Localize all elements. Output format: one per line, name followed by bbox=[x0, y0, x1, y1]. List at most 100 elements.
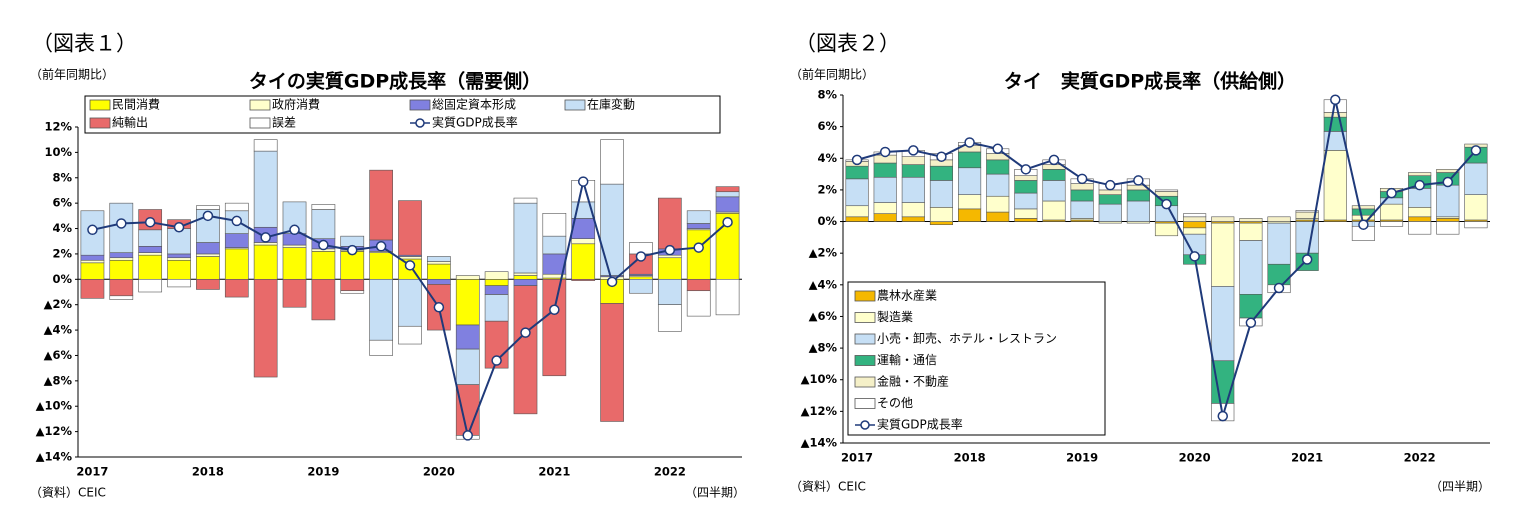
y-tick-label: 6% bbox=[817, 119, 837, 133]
bar-segment bbox=[455, 279, 480, 326]
legend-swatch bbox=[249, 99, 271, 111]
bar-segment bbox=[1408, 221, 1432, 235]
bar-segment bbox=[138, 252, 163, 256]
bar-segment bbox=[282, 244, 307, 248]
bar-segment bbox=[196, 242, 220, 255]
y-axis-label: （前年同期比） bbox=[790, 67, 874, 82]
bar-segment bbox=[1042, 180, 1066, 202]
line-marker bbox=[577, 176, 589, 187]
bar-segment bbox=[1014, 192, 1038, 210]
bar-segment bbox=[1295, 210, 1319, 213]
line-marker bbox=[1273, 282, 1285, 294]
line-marker bbox=[606, 276, 618, 288]
y-tick-label: 12% bbox=[44, 120, 72, 134]
y-tick-label: 0% bbox=[817, 214, 837, 228]
bar-segment bbox=[109, 257, 134, 261]
bar-segment bbox=[1295, 221, 1319, 254]
bar-segment bbox=[600, 139, 624, 185]
bar-segment bbox=[1464, 194, 1488, 221]
line-marker bbox=[404, 260, 416, 271]
bar-segment bbox=[1126, 189, 1150, 202]
line-marker bbox=[289, 224, 300, 236]
x-axis-label: （四半期） bbox=[1430, 480, 1490, 494]
y-tick-label: ▲12% bbox=[36, 424, 73, 438]
legend-label: 小売・卸売、ホテル・レストラン bbox=[877, 331, 1057, 346]
legend-label: 政府消費 bbox=[272, 97, 320, 112]
bar-segment bbox=[600, 303, 624, 422]
bar-segment bbox=[1436, 218, 1460, 222]
line-marker bbox=[1020, 164, 1032, 175]
bar-segment bbox=[901, 176, 925, 203]
bar-segment bbox=[1239, 222, 1263, 241]
bar-segment bbox=[657, 304, 682, 332]
bar-segment bbox=[1070, 189, 1094, 202]
y-tick-label: ▲4% bbox=[44, 323, 73, 337]
bar-segment bbox=[369, 169, 393, 241]
bar-segment bbox=[1154, 191, 1179, 197]
bar-segment bbox=[1267, 216, 1291, 222]
line-marker bbox=[116, 218, 127, 229]
bar-segment bbox=[253, 279, 278, 378]
bar-segment bbox=[253, 242, 278, 246]
y-tick-label: 2% bbox=[52, 246, 72, 260]
y-tick-label: 4% bbox=[52, 221, 72, 235]
line-marker bbox=[549, 304, 560, 316]
legend-label: 運輸・通信 bbox=[877, 352, 937, 367]
legend-label: 総固定資本形成 bbox=[432, 97, 516, 112]
bar-segment bbox=[629, 279, 653, 294]
bar-segment bbox=[1464, 221, 1488, 229]
y-tick-label: ▲14% bbox=[801, 436, 838, 450]
bar-segment bbox=[686, 223, 711, 229]
bar-segment bbox=[138, 254, 163, 280]
bar-segment bbox=[929, 207, 954, 222]
chart-title: タイ 実質GDP成長率（供給側） bbox=[1004, 70, 1296, 93]
y-tick-label: 10% bbox=[44, 145, 72, 159]
legend-label: 誤差 bbox=[272, 115, 296, 130]
bar-segment bbox=[1183, 216, 1207, 222]
line-marker bbox=[1076, 173, 1088, 185]
bar-segment bbox=[901, 202, 925, 218]
bar-segment bbox=[715, 186, 740, 193]
bar-segment bbox=[167, 253, 191, 259]
bar-segment bbox=[196, 253, 220, 257]
bar-segment bbox=[986, 173, 1010, 197]
bar-segment bbox=[1098, 189, 1122, 195]
bar-segment bbox=[1408, 207, 1432, 218]
bar-segment bbox=[1379, 203, 1404, 221]
bar-segment bbox=[657, 279, 682, 305]
bar-segment bbox=[484, 271, 509, 280]
x-tick-label: 2022 bbox=[1404, 451, 1436, 465]
bar-segment bbox=[80, 259, 105, 264]
y-tick-label: 2% bbox=[817, 182, 837, 196]
bar-segment bbox=[253, 244, 278, 280]
bar-segment bbox=[1014, 175, 1038, 181]
figure-label: （図表２） bbox=[795, 32, 900, 56]
line-marker bbox=[1245, 317, 1257, 329]
bar-segment bbox=[80, 262, 105, 280]
bar-segment bbox=[224, 202, 249, 212]
bar-segment bbox=[311, 279, 336, 321]
bar-segment bbox=[845, 216, 869, 222]
x-tick-label: 2019 bbox=[1066, 451, 1098, 465]
line-marker bbox=[1330, 94, 1341, 105]
bar-segment bbox=[1183, 221, 1207, 229]
line-marker bbox=[851, 154, 863, 166]
line-marker bbox=[375, 241, 387, 252]
line-marker bbox=[347, 244, 358, 256]
bar-segment bbox=[845, 178, 869, 207]
line-marker bbox=[1217, 410, 1229, 422]
line-marker bbox=[1442, 176, 1454, 188]
legend-swatch bbox=[854, 312, 876, 323]
y-tick-label: 0% bbox=[52, 272, 72, 286]
bar-segment bbox=[986, 159, 1010, 175]
bar-segment bbox=[224, 248, 249, 280]
line-marker bbox=[318, 239, 329, 251]
bar-segment bbox=[138, 246, 163, 253]
bar-segment bbox=[398, 279, 422, 327]
bar-segment bbox=[845, 205, 869, 218]
bar-segment bbox=[571, 279, 596, 281]
bar-segment bbox=[138, 229, 163, 247]
bar-segment bbox=[253, 150, 278, 228]
legend-label: 実質GDP成長率 bbox=[432, 115, 518, 130]
